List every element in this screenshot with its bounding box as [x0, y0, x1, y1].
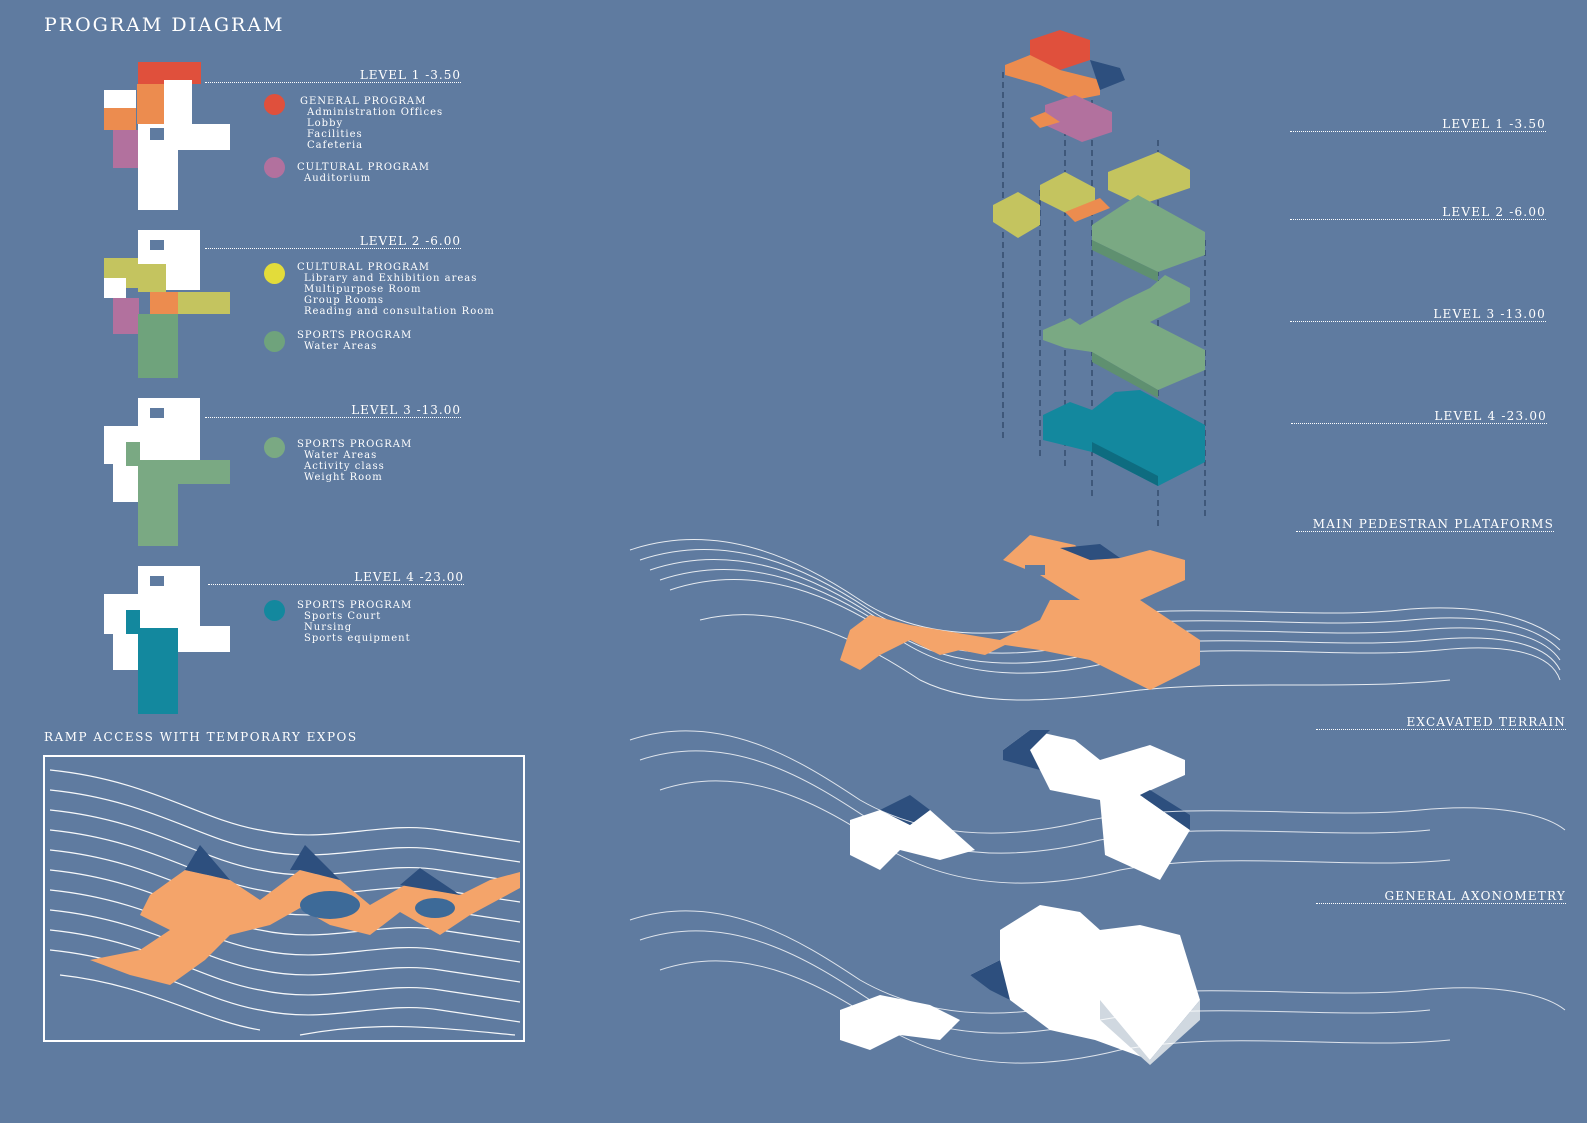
legend-item: Nursing: [304, 622, 353, 633]
legend-category: SPORTS PROGRAM: [297, 439, 413, 450]
axo-level-3: [1043, 275, 1205, 398]
right-label-rule: [1290, 131, 1546, 132]
right-label-rule: [1296, 531, 1554, 532]
level-4-heading: LEVEL 4 -23.00: [354, 570, 464, 584]
right-label-rule: [1290, 219, 1546, 220]
legend-item: Cafeteria: [307, 140, 364, 151]
legend-general: GENERAL PROGRAM Administration Offices L…: [300, 96, 443, 151]
legend-item: Auditorium: [304, 173, 372, 184]
legend-item: Multipurpose Room: [304, 284, 422, 295]
legend-sports-4: SPORTS PROGRAM Sports Court Nursing Spor…: [297, 600, 412, 644]
level-1-header: LEVEL 1 -3.50: [205, 68, 461, 83]
level-3-plan: [104, 398, 230, 546]
right-label-rule: [1291, 423, 1547, 424]
right-label-rule: [1316, 903, 1566, 904]
legend-dot-sports-3: [264, 437, 285, 458]
legend-item: Facilities: [307, 129, 363, 140]
right-label-text: LEVEL 2 -6.00: [1442, 205, 1546, 219]
axo-level-4: [1043, 390, 1205, 486]
right-label-7: GENERAL AXONOMETRY: [1316, 889, 1566, 904]
legend-dot-cultural: [264, 157, 285, 178]
legend-cultural-2: CULTURAL PROGRAM Library and Exhibition …: [297, 262, 495, 317]
legend-dot-sports-4: [264, 600, 285, 621]
ramp-title: RAMP ACCESS WITH TEMPORARY EXPOS: [44, 730, 358, 744]
legend-item: Lobby: [307, 118, 344, 129]
level-4-rule: [208, 584, 464, 585]
legend-cultural: CULTURAL PROGRAM Auditorium: [297, 162, 430, 184]
level-1-rule: [205, 82, 461, 83]
level-3-heading: LEVEL 3 -13.00: [351, 403, 461, 417]
legend-dot-general: [264, 94, 285, 115]
level-4-header: LEVEL 4 -23.00: [208, 570, 464, 585]
right-label-text: LEVEL 4 -23.00: [1434, 409, 1547, 423]
right-label-3: LEVEL 3 -13.00: [1290, 307, 1546, 322]
legend-item: Library and Exhibition areas: [304, 273, 478, 284]
legend-dot-cultural-2: [264, 263, 285, 284]
platform-shapes: [840, 535, 1200, 690]
axo-level-1: [1005, 30, 1125, 142]
right-label-text: LEVEL 1 -3.50: [1442, 117, 1546, 131]
right-label-text: EXCAVATED TERRAIN: [1406, 715, 1566, 729]
level-1-heading: LEVEL 1 -3.50: [359, 68, 461, 82]
ramp-access-frame: [43, 755, 525, 1042]
right-label-5: MAIN PEDESTRAN PLATAFORMS: [1296, 517, 1554, 532]
axo-level-2: [993, 152, 1205, 282]
legend-item: Sports equipment: [304, 633, 411, 644]
right-label-4: LEVEL 4 -23.00: [1291, 409, 1547, 424]
legend-sports-3: SPORTS PROGRAM Water Areas Activity clas…: [297, 439, 412, 483]
level-3-rule: [205, 417, 461, 418]
legend-item: Reading and consultation Room: [304, 306, 495, 317]
legend-category: CULTURAL PROGRAM: [297, 262, 431, 273]
legend-category: SPORTS PROGRAM: [297, 600, 413, 611]
level-4-plan: [104, 566, 230, 714]
legend-sports-2: SPORTS PROGRAM Water Areas: [297, 330, 412, 352]
right-label-6: EXCAVATED TERRAIN: [1316, 715, 1566, 730]
legend-item: Activity class: [304, 461, 385, 472]
legend-category: SPORTS PROGRAM: [297, 330, 413, 341]
right-label-rule: [1290, 321, 1546, 322]
level-2-rule: [205, 248, 461, 249]
legend-category: GENERAL PROGRAM: [300, 96, 427, 107]
right-label-1: LEVEL 1 -3.50: [1290, 117, 1546, 132]
page-title: PROGRAM DIAGRAM: [44, 14, 285, 36]
legend-item: Water Areas: [304, 341, 378, 352]
legend-item: Water Areas: [304, 450, 378, 461]
level-2-heading: LEVEL 2 -6.00: [359, 234, 461, 248]
level-3-header: LEVEL 3 -13.00: [205, 403, 461, 418]
right-label-text: LEVEL 3 -13.00: [1433, 307, 1546, 321]
legend-item: Group Rooms: [304, 295, 384, 306]
right-label-text: MAIN PEDESTRAN PLATAFORMS: [1312, 517, 1554, 531]
right-label-2: LEVEL 2 -6.00: [1290, 205, 1546, 220]
legend-item: Sports Court: [304, 611, 382, 622]
ramp-platforms: [90, 845, 520, 985]
legend-item: Administration Offices: [307, 107, 444, 118]
legend-dot-sports-2: [264, 331, 285, 352]
level-2-plan: [104, 230, 230, 378]
legend-category: CULTURAL PROGRAM: [297, 162, 431, 173]
level-2-header: LEVEL 2 -6.00: [205, 234, 461, 249]
general-axonometry: [840, 905, 1200, 1065]
level-1-plan: [104, 62, 230, 210]
right-label-text: GENERAL AXONOMETRY: [1384, 889, 1566, 903]
legend-item: Weight Room: [304, 472, 383, 483]
right-label-rule: [1316, 729, 1566, 730]
excavated-terrain: [850, 730, 1190, 880]
axonometry-contours: [629, 730, 1566, 1064]
